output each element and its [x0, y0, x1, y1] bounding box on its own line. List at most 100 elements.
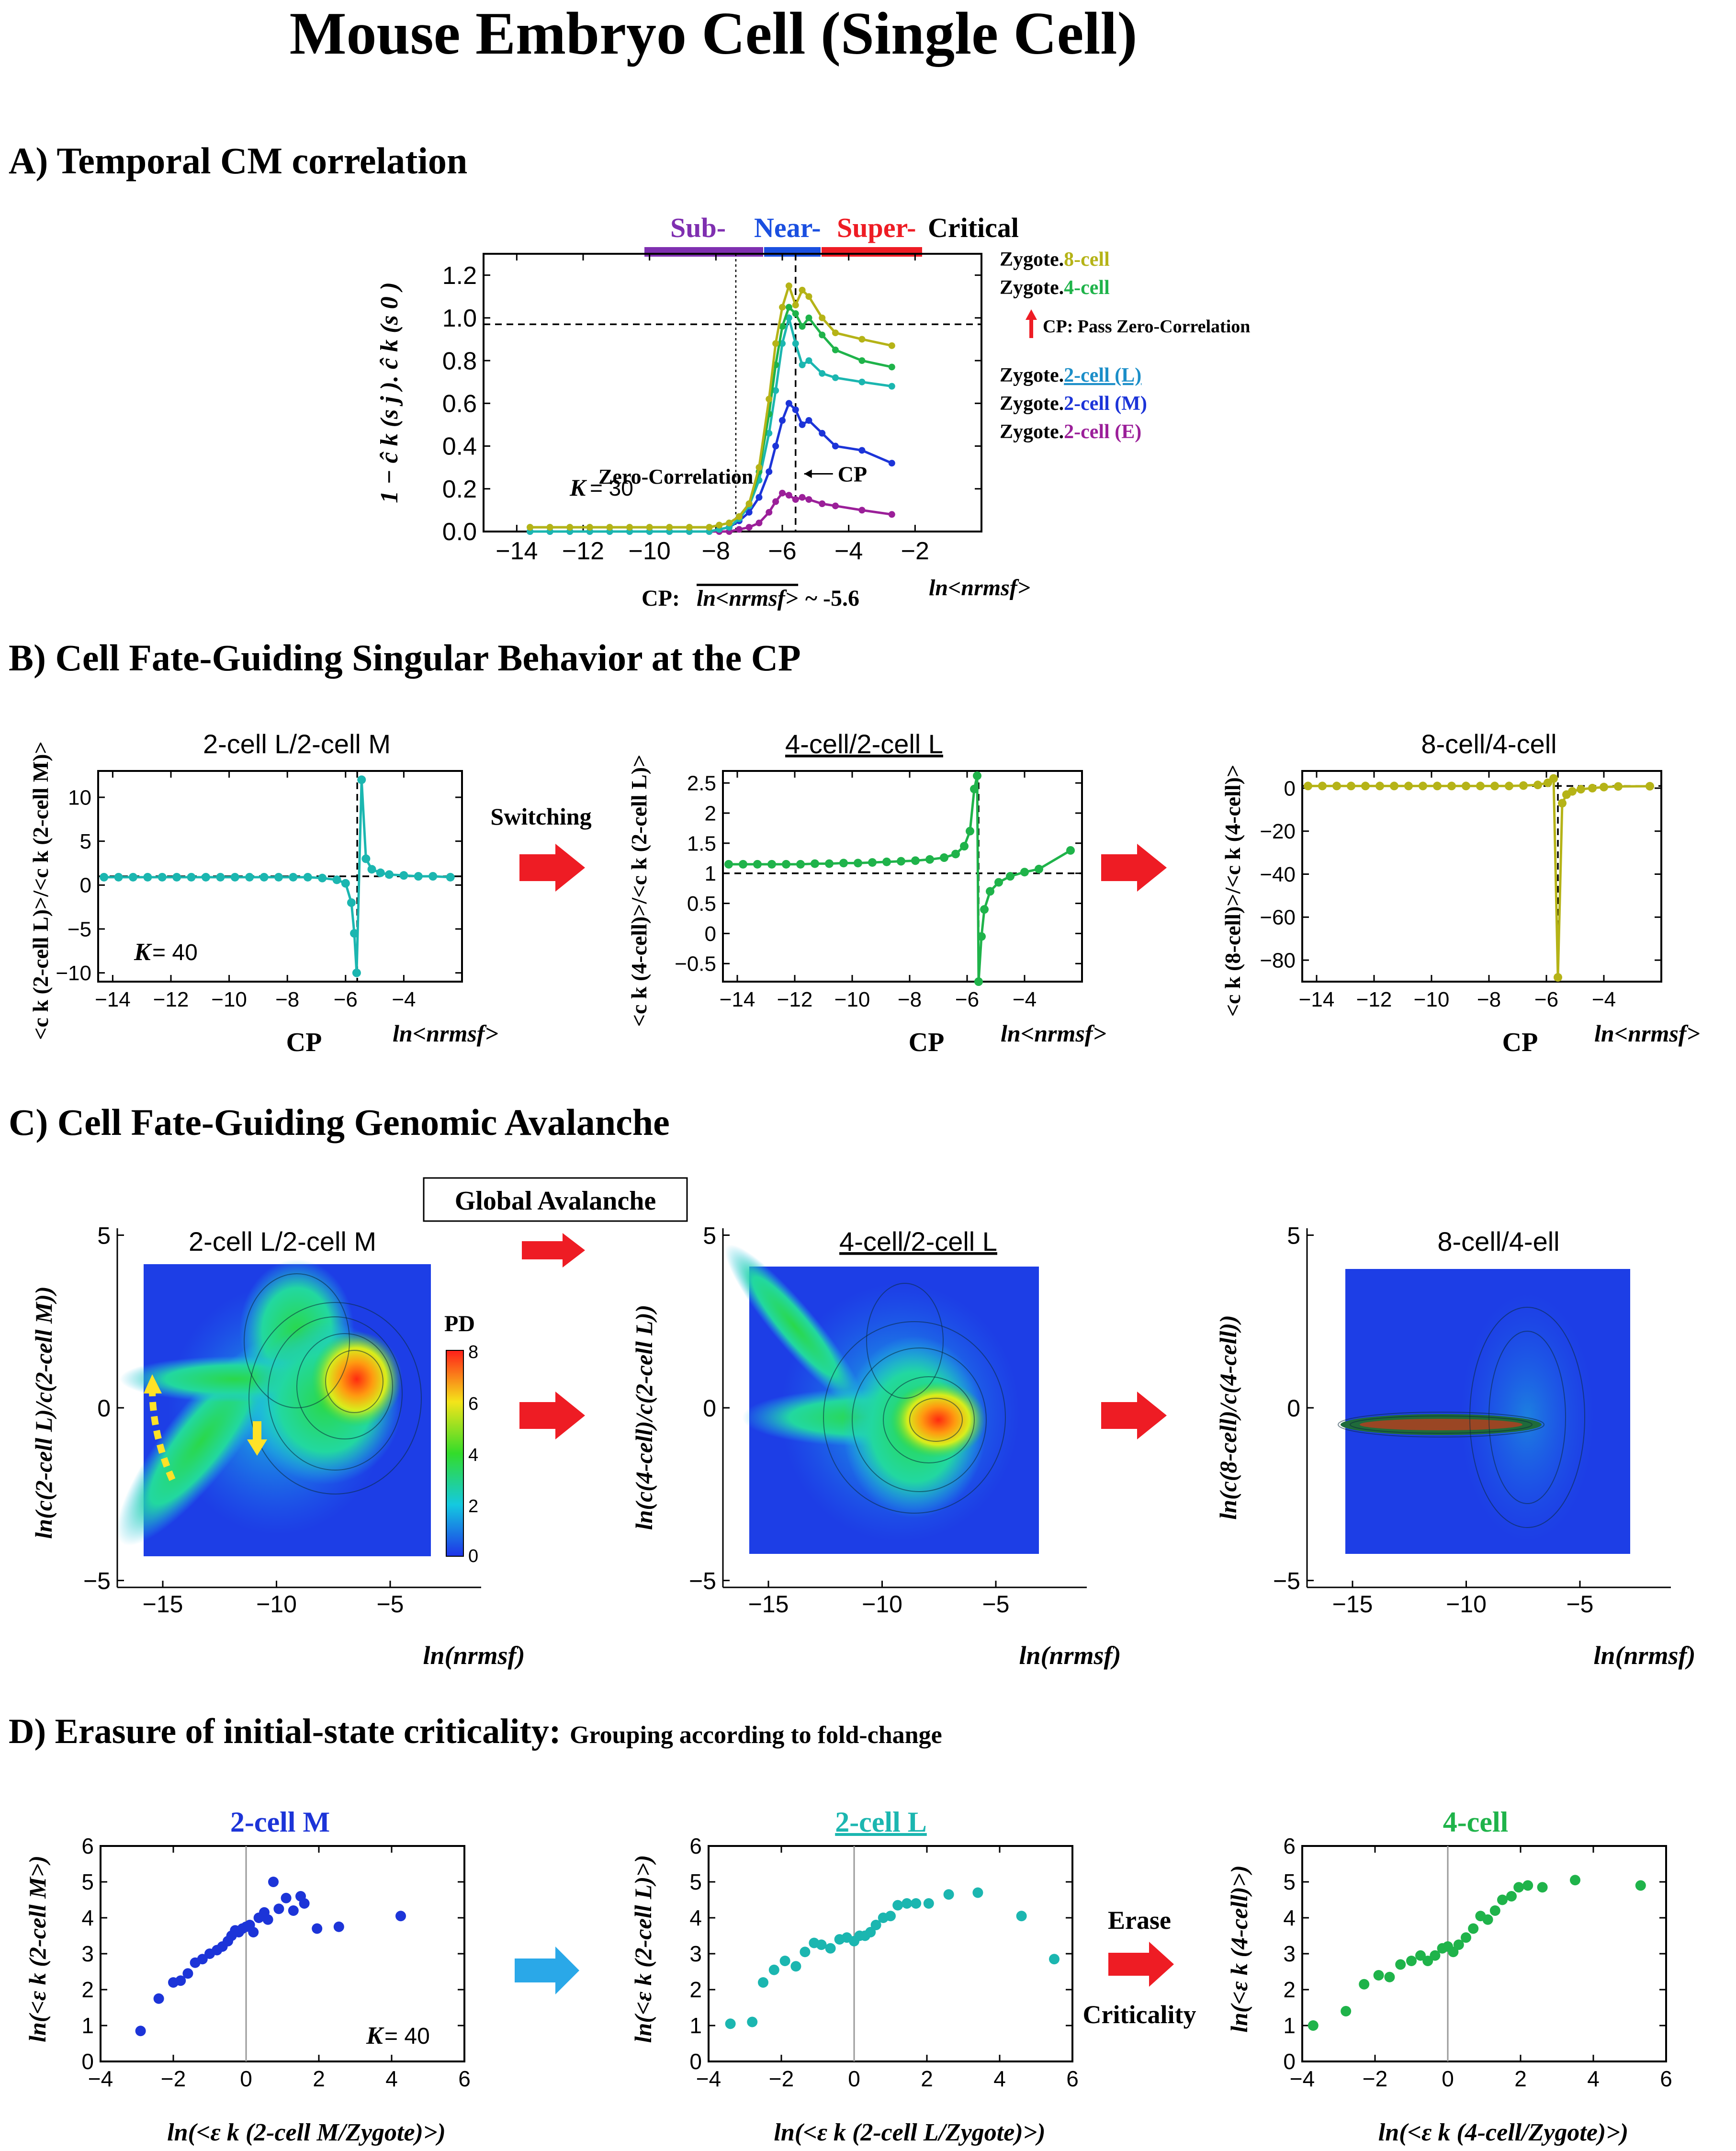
yellow-dashed-arrowhead-icon [144, 1374, 162, 1393]
x-tick-label: −4 [88, 2066, 113, 2091]
series-point [977, 932, 986, 941]
d2-xlabel: ln(<ε k (2-cell L/Zygote)>) [774, 2119, 1045, 2146]
data-point [1308, 2020, 1319, 2031]
y-tick-label: 5 [703, 1222, 716, 1249]
data-point [865, 1927, 876, 1937]
sub-bar [644, 247, 763, 257]
series-point [785, 492, 792, 499]
regime-sub-label: Sub- [670, 212, 726, 243]
x-tick-label: −6 [1534, 988, 1558, 1011]
y-tick-label: 0.0 [442, 518, 477, 546]
series-point [1588, 783, 1597, 792]
series-point [805, 496, 812, 503]
dynamic-chart-layer: −14 −12 −10 −8 −6 −4 −2 0.0 0.2 0.4 0.6 0.8 1.0 1.2 CP… [56, 253, 1672, 2091]
y-tick-label: 4 [81, 1905, 94, 1930]
series-point [745, 500, 753, 507]
x-tick-label: −5 [376, 1591, 404, 1618]
y-tick-label: 0.2 [442, 475, 477, 503]
y-tick-label: 0 [703, 1395, 716, 1422]
y-tick-label: −20 [1260, 820, 1296, 843]
plot-frame [1301, 1845, 1667, 2062]
series-point [318, 873, 327, 883]
y-tick-label: 0 [705, 922, 716, 946]
series-point [792, 496, 799, 503]
section-b-heading: B) Cell Fate-Guiding Singular Behavior a… [9, 637, 801, 679]
series-point [805, 357, 812, 364]
data-point [816, 1939, 827, 1950]
series-point [1006, 872, 1015, 881]
d1-xlabel: ln(<ε k (2-cell M/Zygote)>) [167, 2119, 446, 2146]
series-point [951, 849, 960, 859]
d1-title: 2-cell M [230, 1806, 330, 1838]
data-point [1468, 1923, 1479, 1934]
series-point [819, 331, 826, 339]
density-contour [883, 1376, 975, 1463]
cp-tag: CP [838, 462, 867, 487]
data-point [1373, 1970, 1384, 1981]
x-tick-label: −8 [275, 988, 299, 1011]
y-tick-label: 0.8 [442, 347, 477, 375]
series-point [779, 489, 786, 497]
series-point [832, 374, 839, 381]
series-point [766, 396, 773, 403]
series-point [970, 784, 979, 793]
series-point [1490, 781, 1499, 791]
data-point [892, 1900, 903, 1911]
series-point [785, 282, 792, 289]
data-point [281, 1892, 292, 1903]
series-point [376, 868, 385, 877]
x-tick-label: −15 [1332, 1591, 1373, 1618]
k-symbol: K [569, 474, 587, 501]
data-point [248, 1927, 259, 1937]
y-tick-label: 1.2 [442, 262, 477, 290]
series-point [566, 524, 574, 531]
series-point [792, 340, 799, 347]
y-tick-label: 3 [81, 1941, 94, 1966]
series-point [799, 323, 806, 330]
series-point [960, 842, 969, 851]
y-tick-label: 1 [1283, 2013, 1296, 2038]
data-point [153, 1993, 164, 2004]
data-point [758, 1977, 768, 1988]
y-tick-label: −10 [56, 962, 91, 985]
series-point [755, 520, 763, 527]
y-tick-label: −5 [689, 1568, 716, 1595]
series-point [399, 871, 408, 880]
series-point [114, 872, 123, 882]
c2-ylabel: ln(c(4-cell)/c(2-cell L)) [631, 1305, 657, 1530]
series-point [350, 929, 359, 938]
series-point [1375, 781, 1384, 791]
x-tick-label: −2 [769, 2066, 794, 2091]
series-point [724, 860, 733, 869]
c3-title: 8-cell/4-ell [1437, 1226, 1559, 1257]
series-point [986, 887, 994, 896]
x-tick-label: −10 [629, 537, 671, 565]
series-point [1554, 973, 1562, 982]
series-point [1404, 781, 1413, 791]
y-tick-label: 3 [689, 1941, 702, 1966]
y-tick-label: −60 [1260, 906, 1296, 929]
y-tick-label: 0 [81, 2049, 94, 2074]
global-avalanche-box [423, 1177, 688, 1222]
series-point [706, 524, 713, 531]
c-arrow-1-icon [519, 1392, 585, 1439]
series-line [1308, 776, 1650, 978]
b-arrow-1-icon [519, 844, 585, 892]
y-tick-label: 6 [689, 1834, 702, 1858]
data-point [1359, 1979, 1370, 1990]
cp-pointer-head-icon [804, 469, 812, 478]
x-tick-label: 4 [1587, 2066, 1600, 2091]
series-point [882, 857, 891, 866]
series-point [1361, 781, 1370, 791]
section-a-heading: A) Temporal CM correlation [9, 140, 467, 181]
series-point [259, 872, 269, 882]
d2-ylabel: ln(<ε k (2-cell L)>) [630, 1855, 656, 2043]
y-tick-label: 6 [1283, 1834, 1296, 1858]
y-tick-label: −5 [83, 1568, 111, 1595]
x-tick-label: −4 [392, 988, 416, 1011]
colorbar-tick-4: 4 [468, 1445, 478, 1465]
series-point [332, 875, 341, 884]
data-point [1513, 1882, 1524, 1893]
d3-title: 4-cell [1443, 1806, 1509, 1838]
